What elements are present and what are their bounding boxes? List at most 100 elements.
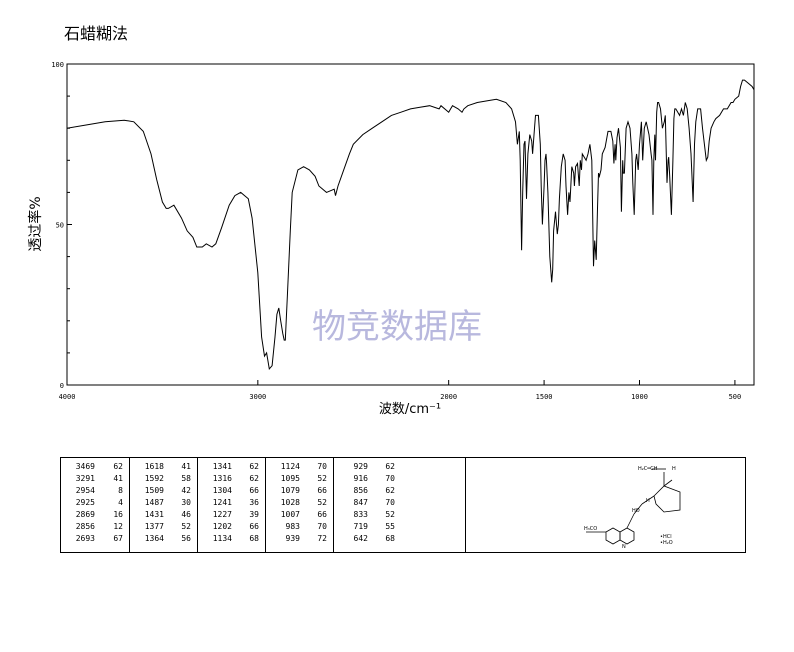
peak-wavenumber: 1241 (212, 498, 232, 507)
peak-transmittance: 56 (181, 534, 191, 543)
peak-transmittance: 68 (249, 534, 259, 543)
peak-transmittance: 67 (113, 534, 123, 543)
peak-transmittance: 66 (317, 486, 327, 495)
peak-table-row: 642 68 (334, 533, 401, 545)
y-axis-ticks: 0 50 100 (51, 61, 72, 390)
peak-table-row: 833 52 (334, 509, 401, 521)
peak-transmittance: 4 (118, 498, 123, 507)
peak-wavenumber: 856 (353, 486, 368, 495)
peak-wavenumber: 719 (353, 522, 368, 531)
peak-transmittance: 68 (385, 534, 395, 543)
peak-transmittance: 55 (385, 522, 395, 531)
peak-table-row: 1227 39 (198, 509, 265, 521)
structure-label-h2: H (646, 498, 650, 504)
peak-transmittance: 70 (385, 498, 395, 507)
peak-transmittance: 36 (249, 498, 259, 507)
peak-wavenumber: 1227 (212, 510, 232, 519)
peak-table-row: 719 55 (334, 521, 401, 533)
peak-table-row: 1341 62 (198, 461, 265, 473)
peak-wavenumber: 833 (353, 510, 368, 519)
y-tick-label: 100 (51, 61, 64, 69)
peak-table-row: 916 70 (334, 473, 401, 485)
peak-wavenumber: 1377 (144, 522, 164, 531)
peak-table-row: 1487 30 (130, 497, 197, 509)
structure-label-n: N (622, 544, 626, 550)
peak-transmittance: 16 (113, 510, 123, 519)
structure-label-ho: HO (632, 508, 640, 514)
peak-transmittance: 52 (317, 474, 327, 483)
peak-transmittance: 62 (249, 474, 259, 483)
peak-table-row: 1316 62 (198, 473, 265, 485)
peak-table-column: 1124 70 1095 52 1079 66 1028 52 1007 66 983 70 939 72 (265, 458, 333, 552)
peak-table-row: 1431 46 (130, 509, 197, 521)
peak-table-row: 1509 42 (130, 485, 197, 497)
y-axis-label: 透过率% (27, 196, 44, 251)
peak-table-row: 1007 66 (266, 509, 333, 521)
peak-transmittance: 46 (181, 510, 191, 519)
peak-table-row: 1377 52 (130, 521, 197, 533)
peak-table-row: 983 70 (266, 521, 333, 533)
peak-transmittance: 30 (181, 498, 191, 507)
peak-transmittance: 62 (385, 486, 395, 495)
peak-wavenumber: 939 (285, 534, 300, 543)
peak-wavenumber: 2693 (75, 534, 95, 543)
peak-wavenumber: 1316 (212, 474, 232, 483)
x-tick-label: 500 (729, 393, 742, 401)
peak-transmittance: 66 (249, 486, 259, 495)
peak-transmittance: 42 (181, 486, 191, 495)
ir-spectrum-chart: 4000 3000 2000 1500 1000 500 0 50 100 物竞数据库 波数/… (27, 61, 755, 417)
peak-transmittance: 52 (317, 498, 327, 507)
peak-table-row: 1079 66 (266, 485, 333, 497)
y-tick-label: 0 (60, 382, 64, 390)
peak-table-row: 1592 58 (130, 473, 197, 485)
peak-table-column: 1618 41 1592 58 1509 42 1487 30 1431 46 1377 52 1364… (129, 458, 197, 552)
peak-wavenumber: 929 (353, 462, 368, 471)
peak-wavenumber: 3469 (75, 462, 95, 471)
structure-label-methoxy: H₃CO (584, 526, 597, 532)
peak-wavenumber: 1304 (212, 486, 232, 495)
peak-table-row: 1202 66 (198, 521, 265, 533)
peak-wavenumber: 1007 (280, 510, 300, 519)
peak-transmittance: 58 (181, 474, 191, 483)
structure-label-vinyl: H₂C═CH (638, 466, 658, 472)
peak-transmittance: 52 (385, 510, 395, 519)
peak-transmittance: 52 (181, 522, 191, 531)
x-axis-ticks: 4000 3000 2000 1500 1000 500 (59, 380, 742, 401)
watermark: 物竞数据库 (312, 307, 482, 347)
x-tick-label: 1500 (536, 393, 553, 401)
peak-wavenumber: 1341 (212, 462, 232, 471)
peak-table-row: 1134 68 (198, 533, 265, 545)
peak-transmittance: 70 (317, 522, 327, 531)
peak-wavenumber: 2925 (75, 498, 95, 507)
peak-table-row: 1241 36 (198, 497, 265, 509)
peak-table: 3469 62 3291 41 2954 8 2925 4 2869 16 2856 12 2693 67… (60, 457, 746, 553)
peak-wavenumber: 2869 (75, 510, 95, 519)
peak-table-row: 939 72 (266, 533, 333, 545)
peak-wavenumber: 1618 (144, 462, 164, 471)
peak-wavenumber: 2856 (75, 522, 95, 531)
y-tick-label: 50 (56, 222, 64, 230)
peak-table-row: 856 62 (334, 485, 401, 497)
peak-wavenumber: 1134 (212, 534, 232, 543)
structure-label-hcl: •HCl (660, 534, 672, 540)
x-tick-label: 2000 (440, 393, 457, 401)
peak-table-row: 1304 66 (198, 485, 265, 497)
peak-table-column: 3469 62 3291 41 2954 8 2925 4 2869 16 2856 12 2693 67 (61, 458, 129, 552)
peak-transmittance: 66 (249, 522, 259, 531)
peak-wavenumber: 983 (285, 522, 300, 531)
peak-table-row: 929 62 (334, 461, 401, 473)
peak-wavenumber: 1028 (280, 498, 300, 507)
peak-transmittance: 66 (317, 510, 327, 519)
peak-table-row: 1124 70 (266, 461, 333, 473)
peak-table-row: 2925 4 (61, 497, 129, 509)
peak-table-row: 2856 12 (61, 521, 129, 533)
x-axis-label: 波数/cm⁻¹ (379, 402, 441, 417)
peak-table-column: 929 62 916 70 856 62 847 70 833 52 719 55 642 68 (333, 458, 401, 552)
peak-transmittance: 62 (113, 462, 123, 471)
peak-wavenumber: 642 (353, 534, 368, 543)
peak-wavenumber: 1509 (144, 486, 164, 495)
peak-table-row: 1364 56 (130, 533, 197, 545)
peak-transmittance: 70 (385, 474, 395, 483)
chart-title: 石蜡糊法 (64, 24, 129, 43)
peak-wavenumber: 3291 (75, 474, 95, 483)
